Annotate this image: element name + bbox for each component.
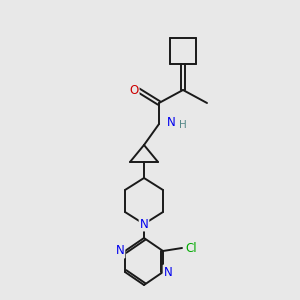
Text: N: N	[167, 116, 176, 130]
Text: Cl: Cl	[185, 242, 197, 254]
Text: H: H	[179, 120, 187, 130]
Text: N: N	[116, 244, 124, 257]
Text: N: N	[164, 266, 172, 278]
Text: N: N	[140, 218, 148, 230]
Text: O: O	[129, 83, 139, 97]
